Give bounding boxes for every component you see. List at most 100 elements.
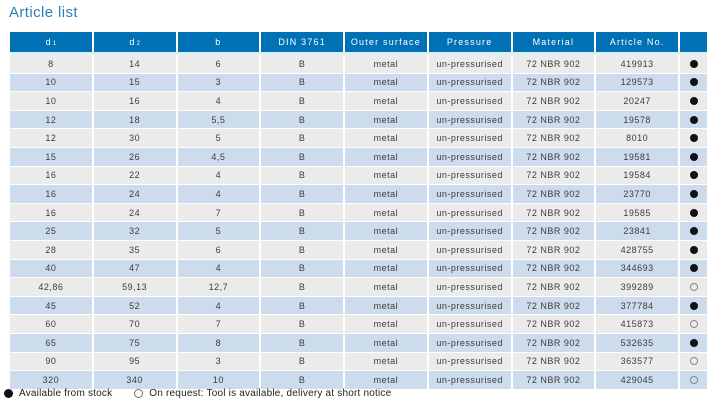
cell-availability <box>680 203 707 222</box>
available-from-stock-icon <box>689 301 698 310</box>
available-from-stock-icon <box>689 245 698 254</box>
on-request-icon <box>134 389 144 398</box>
cell-d2: 340 <box>93 371 176 389</box>
cell-availability <box>680 185 707 203</box>
column-header-din-3761: DIN 3761 <box>261 32 343 52</box>
cell-pressure: un-pressurised <box>428 315 511 333</box>
cell-outer: metal <box>345 371 427 389</box>
cell-d1: 15 <box>10 147 92 166</box>
available-from-stock-icon <box>689 171 698 180</box>
cell-d2: 52 <box>93 296 176 315</box>
cell-d2: 59,13 <box>93 278 176 296</box>
cell-pressure: un-pressurised <box>428 240 511 259</box>
cell-article: 129573 <box>596 73 678 92</box>
cell-din: B <box>261 110 343 129</box>
cell-d1: 25 <box>10 222 92 240</box>
cell-d1: 10 <box>10 73 92 92</box>
available-from-stock-icon <box>4 389 13 398</box>
cell-availability <box>680 73 707 92</box>
legend: Available from stock On request: Tool is… <box>4 388 391 399</box>
cell-pressure: un-pressurised <box>428 371 511 389</box>
cell-article: 415873 <box>596 315 678 333</box>
cell-availability <box>680 296 707 315</box>
cell-b: 5 <box>177 222 260 240</box>
cell-d1: 90 <box>10 352 92 371</box>
cell-pressure: un-pressurised <box>428 147 511 166</box>
cell-availability <box>680 147 707 166</box>
cell-material: 72 NBR 902 <box>512 352 595 371</box>
cell-din: B <box>261 315 343 333</box>
column-header-outer-surface: Outer surface <box>345 32 427 52</box>
cell-b: 3 <box>177 352 260 371</box>
cell-pressure: un-pressurised <box>428 296 511 315</box>
cell-pressure: un-pressurised <box>428 352 511 371</box>
cell-din: B <box>261 371 343 389</box>
cell-d2: 70 <box>93 315 176 333</box>
cell-material: 72 NBR 902 <box>512 166 595 185</box>
cell-din: B <box>261 147 343 166</box>
cell-b: 12,7 <box>177 278 260 296</box>
cell-outer: metal <box>345 315 427 333</box>
cell-d1: 12 <box>10 110 92 129</box>
cell-d2: 16 <box>93 92 176 110</box>
cell-article: 19581 <box>596 147 678 166</box>
page-title: Article list <box>9 4 78 21</box>
cell-availability <box>680 129 707 147</box>
cell-pressure: un-pressurised <box>428 278 511 296</box>
cell-b: 10 <box>177 371 260 389</box>
available-from-stock-icon <box>689 96 698 105</box>
cell-d2: 75 <box>93 333 176 352</box>
cell-pressure: un-pressurised <box>428 55 511 73</box>
cell-d2: 14 <box>93 55 176 73</box>
cell-article: 8010 <box>596 129 678 147</box>
cell-b: 6 <box>177 240 260 259</box>
column-header-article-no-: Article No. <box>596 32 678 52</box>
cell-availability <box>680 352 707 371</box>
cell-d2: 32 <box>93 222 176 240</box>
cell-d1: 40 <box>10 259 92 278</box>
cell-outer: metal <box>345 73 427 92</box>
cell-article: 19584 <box>596 166 678 185</box>
cell-material: 72 NBR 902 <box>512 240 595 259</box>
cell-din: B <box>261 55 343 73</box>
cell-d2: 24 <box>93 185 176 203</box>
available-from-stock-icon <box>689 134 698 143</box>
cell-material: 72 NBR 902 <box>512 55 595 73</box>
cell-b: 4 <box>177 296 260 315</box>
cell-d2: 35 <box>93 240 176 259</box>
cell-b: 8 <box>177 333 260 352</box>
cell-availability <box>680 240 707 259</box>
cell-din: B <box>261 352 343 371</box>
on-request-icon <box>689 357 698 366</box>
cell-outer: metal <box>345 110 427 129</box>
cell-d1: 16 <box>10 185 92 203</box>
legend-request-label: On request: Tool is available, delivery … <box>149 388 392 399</box>
cell-din: B <box>261 185 343 203</box>
cell-b: 6 <box>177 55 260 73</box>
cell-d2: 30 <box>93 129 176 147</box>
cell-article: 532635 <box>596 333 678 352</box>
cell-d1: 16 <box>10 203 92 222</box>
on-request-icon <box>689 282 698 291</box>
cell-pressure: un-pressurised <box>428 333 511 352</box>
cell-availability <box>680 55 707 73</box>
cell-outer: metal <box>345 147 427 166</box>
cell-d2: 26 <box>93 147 176 166</box>
cell-b: 4 <box>177 166 260 185</box>
cell-din: B <box>261 259 343 278</box>
cell-din: B <box>261 296 343 315</box>
cell-article: 419913 <box>596 55 678 73</box>
cell-b: 4 <box>177 259 260 278</box>
cell-article: 19585 <box>596 203 678 222</box>
cell-pressure: un-pressurised <box>428 166 511 185</box>
cell-b: 5,5 <box>177 110 260 129</box>
